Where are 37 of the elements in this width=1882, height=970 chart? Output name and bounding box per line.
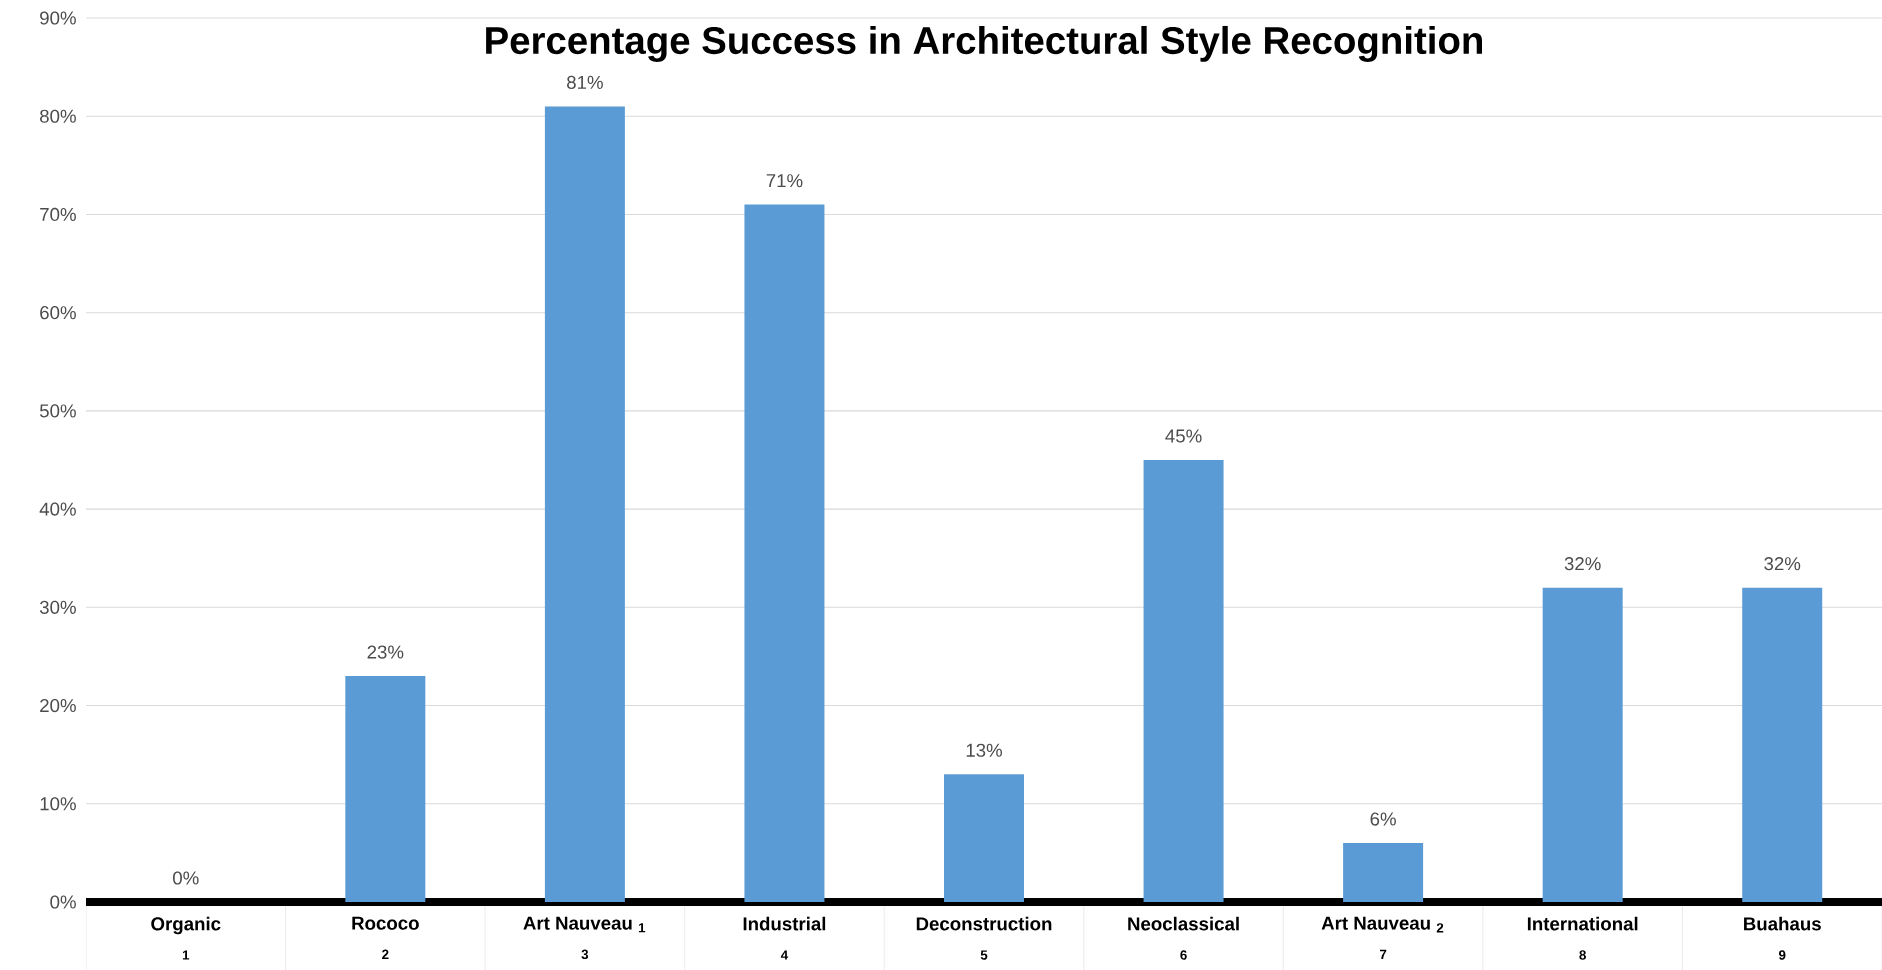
y-tick-label: 20%	[40, 698, 76, 713]
y-tick-label: 80%	[40, 109, 76, 123]
x-tick-label: Deconstruction	[916, 916, 1052, 931]
data-label: 45%	[1165, 429, 1202, 443]
bar	[1542, 587, 1623, 902]
bar	[345, 676, 426, 902]
x-tick-label: International	[1527, 916, 1638, 931]
bar	[744, 204, 825, 902]
y-tick-label: 70%	[40, 207, 76, 222]
bar	[1343, 843, 1424, 902]
y-tick-label: 40%	[39, 502, 76, 516]
chart-title: Percentage Success in Architectural Style Recognition	[486, 25, 1482, 62]
y-tick-label: 50%	[39, 404, 76, 418]
bar	[544, 106, 625, 902]
y-tick-label: 30%	[39, 600, 76, 614]
x-tick-label: Buahaus	[1744, 916, 1821, 931]
data-label: 71%	[766, 174, 803, 188]
x-tick-label: Industrial	[743, 916, 826, 931]
x-tick-label: Rococo	[352, 916, 419, 930]
bar	[944, 774, 1024, 902]
data-label: 81%	[567, 75, 603, 89]
data-label: 0%	[173, 871, 199, 885]
data-label: 32%	[1564, 557, 1601, 571]
bar	[1742, 587, 1823, 902]
x-tick-label: Art Nauveau $_{2}$	[1321, 916, 1444, 933]
y-tick-label: 90%	[40, 11, 76, 25]
data-label: 13%	[966, 743, 1003, 757]
bar	[1143, 459, 1224, 902]
data-label: 6%	[1370, 812, 1396, 826]
y-tick-label: 0%	[50, 895, 76, 909]
x-tick-label: Organic	[151, 916, 221, 935]
data-label: 23%	[367, 645, 404, 659]
y-tick-label: 60%	[40, 306, 76, 320]
x-tick-label: Neoclassical	[1128, 916, 1239, 931]
y-tick-label: 10%	[40, 797, 76, 811]
x-tick-label: Art Nauveau $_{1}$	[523, 916, 646, 933]
data-label: 32%	[1764, 557, 1801, 571]
